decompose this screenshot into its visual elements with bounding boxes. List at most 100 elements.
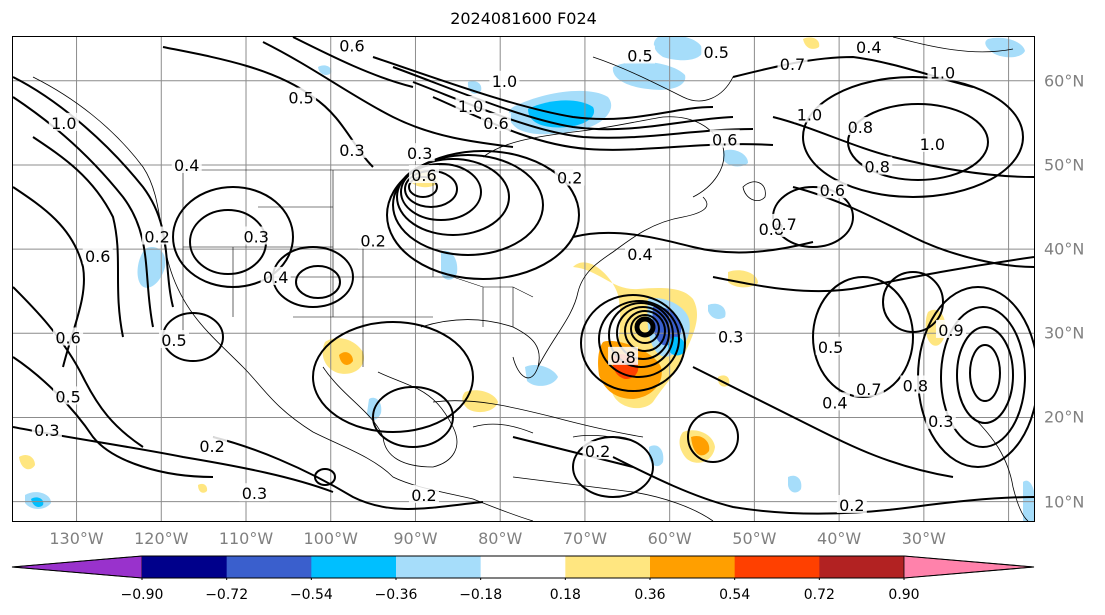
positive-anomaly-patch bbox=[19, 454, 35, 470]
longitude-label: 70°W bbox=[562, 529, 608, 548]
contour-label-background bbox=[260, 266, 291, 285]
colorbar-tick-label: −0.54 bbox=[289, 587, 333, 603]
contour-label-background bbox=[455, 96, 486, 115]
contour-label-background bbox=[815, 336, 846, 355]
contour-label: 0.2 bbox=[358, 230, 389, 251]
contour-label: 0.4 bbox=[853, 37, 884, 57]
contour-label-text: 0.5 bbox=[818, 338, 843, 357]
contour-label: 0.5 bbox=[815, 336, 846, 357]
contour-label-background bbox=[171, 154, 202, 173]
contour-label-text: 1.0 bbox=[458, 97, 483, 116]
longitude-label: 40°W bbox=[817, 529, 862, 548]
contour-label: 1.0 bbox=[917, 133, 948, 154]
longitude-label: 90°W bbox=[393, 529, 438, 548]
positive-anomaly-patch bbox=[573, 262, 698, 409]
longitude-label: 120°W bbox=[134, 529, 189, 548]
contour-label: 0.8 bbox=[862, 156, 893, 177]
colorbar-segment bbox=[311, 556, 397, 578]
contour-label: 1.0 bbox=[489, 70, 520, 91]
contour-label-background bbox=[701, 42, 732, 61]
negative-anomaly-patch bbox=[708, 303, 726, 319]
contour-label-background bbox=[31, 420, 62, 439]
contour-label-text: 1.0 bbox=[492, 72, 517, 91]
colorbar-tick-label: −0.90 bbox=[120, 587, 164, 603]
colorbar-segment bbox=[142, 556, 228, 578]
longitude-label: 60°W bbox=[647, 529, 692, 548]
contour-label-text: 0.7 bbox=[771, 215, 796, 234]
contour-label-background bbox=[608, 346, 639, 365]
contour-label-background bbox=[917, 133, 948, 152]
longitude-label: 80°W bbox=[478, 529, 523, 548]
contour-label-background bbox=[358, 230, 389, 249]
contour-label-background bbox=[158, 330, 189, 349]
colorbar-segment bbox=[396, 556, 482, 578]
colorbar-extend-low bbox=[11, 555, 143, 579]
contour-label-text: 0.2 bbox=[144, 227, 169, 246]
contour-label-background bbox=[900, 375, 931, 394]
contour-label: 0.6 bbox=[817, 180, 848, 200]
contour-label: 0.8 bbox=[845, 117, 876, 137]
contour-label: 0.5 bbox=[625, 45, 656, 66]
contour-label-text: 1.0 bbox=[920, 135, 945, 154]
colorbar-segment bbox=[650, 556, 736, 578]
contour-label-text: 0.6 bbox=[712, 131, 737, 150]
contour-label: 0.4 bbox=[819, 392, 850, 412]
contour-label: 0.2 bbox=[197, 436, 228, 456]
contour-label-text: 0.6 bbox=[339, 37, 364, 55]
contour-label: 0.3 bbox=[31, 420, 62, 440]
positive-anomaly-patch bbox=[198, 483, 208, 493]
contour-label-text: 0.8 bbox=[903, 376, 928, 395]
colorbar-segment bbox=[226, 556, 312, 578]
contour-label-layer: 0.61.00.5 0.5 0.40.7 1.01.00.60.50.3 0.30.6 0… bbox=[31, 37, 966, 515]
negative-anomaly-patch bbox=[788, 475, 802, 493]
latitude-label: 20°N bbox=[1044, 407, 1085, 427]
contour-label-text: 0.9 bbox=[938, 321, 963, 340]
colorbar-tick-label: 0.72 bbox=[803, 587, 835, 603]
contour-label-text: 0.8 bbox=[848, 118, 873, 137]
contour-label-text: 0.7 bbox=[856, 380, 881, 399]
contour-label: 0.6 bbox=[709, 129, 740, 150]
negative-anomaly-patch bbox=[1023, 480, 1034, 521]
contour-label: 0.2 bbox=[836, 495, 867, 515]
colorbar-segment bbox=[819, 556, 905, 578]
contour-label: 0.3 bbox=[925, 410, 956, 431]
contour-label-text: 0.5 bbox=[288, 89, 313, 108]
contour-label-text: 0.4 bbox=[822, 393, 847, 412]
contour-label-background bbox=[404, 143, 435, 162]
contour-label: 0.5 bbox=[701, 42, 732, 62]
contour-label: 0.2 bbox=[582, 441, 613, 461]
contour-label-text: 0.6 bbox=[55, 329, 80, 348]
contour-label-background bbox=[845, 117, 876, 136]
contour-label-background bbox=[241, 226, 272, 245]
longitude-label: 100°W bbox=[303, 529, 358, 548]
map-panel: 0.6 1.0 0.5 0.5 0.4 0.7 1.0 1.0 0.6 0.5 0.3 0.3 0.6 0… bbox=[12, 36, 1035, 522]
colorbar-segment bbox=[565, 556, 651, 578]
contour-label: 0.2 bbox=[554, 167, 585, 188]
colorbar-tick-label: 0.36 bbox=[634, 587, 666, 603]
negative-anomaly-patch bbox=[653, 37, 703, 61]
contour-label: 0.3 bbox=[404, 143, 435, 163]
contour-label: 0.3 bbox=[241, 226, 272, 246]
contour-label: 0.4 bbox=[260, 266, 291, 287]
contour-label-text: 0.4 bbox=[174, 156, 199, 175]
political-borders-layer bbox=[182, 169, 573, 367]
colorbar-graphic bbox=[11, 555, 1035, 582]
contour-label-background bbox=[927, 62, 958, 81]
contour-label-background bbox=[53, 327, 84, 346]
contour-label-text: 0.3 bbox=[243, 227, 268, 246]
contour-label-background bbox=[336, 139, 367, 158]
colorbar-segment bbox=[734, 556, 820, 578]
latitude-label: 40°N bbox=[1044, 239, 1085, 259]
contour-label: 0.3 bbox=[239, 483, 270, 503]
contour-label: 0.6 bbox=[480, 112, 511, 133]
contour-label-text: 0.6 bbox=[411, 166, 436, 185]
contour-label: 0.6 bbox=[82, 245, 113, 266]
contour-label-text: 0.4 bbox=[263, 268, 288, 287]
contour-label: 0.7 bbox=[853, 378, 884, 399]
negative-anomaly-patch bbox=[525, 365, 558, 386]
contour-label-background bbox=[197, 436, 228, 455]
contour-label-background bbox=[336, 37, 367, 54]
contour-label-background bbox=[408, 484, 439, 503]
contour-label-background bbox=[709, 129, 740, 148]
contour-label: 1.0 bbox=[455, 96, 486, 116]
